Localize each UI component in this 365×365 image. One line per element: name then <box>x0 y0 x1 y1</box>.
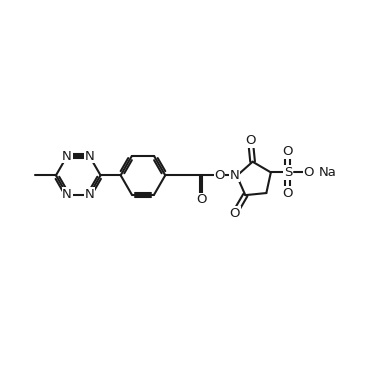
Text: N: N <box>230 169 239 182</box>
Text: O: O <box>245 134 256 147</box>
Text: O: O <box>230 207 240 220</box>
Text: Na: Na <box>319 166 337 179</box>
Text: N: N <box>85 188 94 201</box>
Text: O: O <box>282 187 293 200</box>
Text: O: O <box>214 169 225 182</box>
Text: S: S <box>284 166 292 179</box>
Text: N: N <box>62 188 72 201</box>
Text: O: O <box>304 166 314 179</box>
Text: N: N <box>85 150 94 162</box>
Text: N: N <box>62 150 72 162</box>
Text: O: O <box>282 145 293 158</box>
Text: O: O <box>196 193 207 206</box>
